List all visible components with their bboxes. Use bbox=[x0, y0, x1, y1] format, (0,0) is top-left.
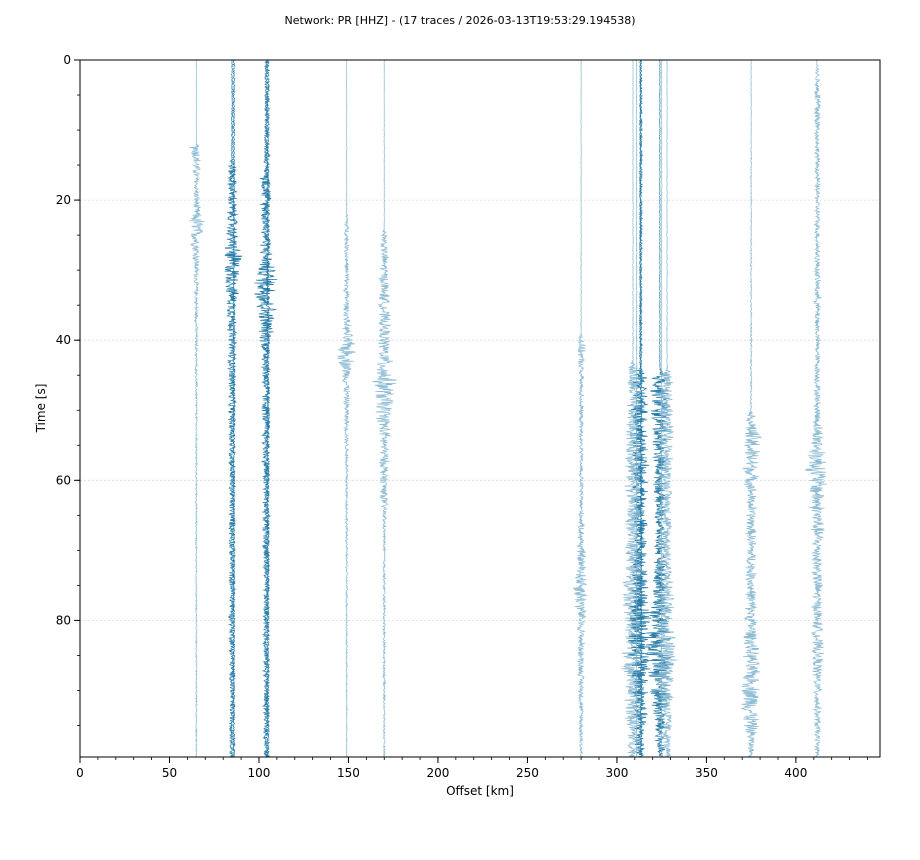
seismic-trace bbox=[635, 59, 638, 758]
y-tick-label: 20 bbox=[56, 193, 71, 207]
seismic-trace bbox=[224, 59, 243, 758]
seismic-trace bbox=[231, 59, 236, 758]
x-tick-label: 300 bbox=[605, 766, 628, 780]
y-axis: 0 20 40 60 80 bbox=[56, 53, 80, 726]
x-axis: 0 50 100 150 200 250 300 350 400 bbox=[76, 757, 868, 780]
x-tick-label: 50 bbox=[162, 766, 177, 780]
seismic-trace bbox=[660, 59, 663, 758]
seismic-trace bbox=[372, 59, 397, 758]
seismic-trace bbox=[265, 59, 272, 758]
seismic-trace bbox=[805, 59, 828, 758]
seismic-trace bbox=[254, 59, 278, 758]
seismic-trace bbox=[656, 59, 678, 758]
x-axis-label: Offset [km] bbox=[446, 784, 514, 798]
y-tick-label: 80 bbox=[56, 613, 71, 627]
chart-title: Network: PR [HHZ] - (17 traces / 2026-03… bbox=[285, 14, 636, 27]
x-tick-label: 150 bbox=[337, 766, 360, 780]
x-tick-label: 400 bbox=[784, 766, 807, 780]
x-tick-label: 200 bbox=[426, 766, 449, 780]
plot-frame bbox=[79, 59, 881, 758]
traces bbox=[189, 59, 828, 758]
y-tick-label: 40 bbox=[56, 333, 71, 347]
seismic-trace bbox=[638, 59, 644, 758]
y-tick-label: 0 bbox=[63, 53, 71, 67]
x-tick-label: 350 bbox=[695, 766, 718, 780]
x-tick-label: 0 bbox=[76, 766, 84, 780]
seismic-trace bbox=[741, 60, 763, 758]
seismic-trace bbox=[337, 59, 356, 758]
seismic-trace bbox=[573, 59, 588, 758]
seismic-trace bbox=[189, 59, 205, 758]
y-axis-label: Time [s] bbox=[34, 384, 48, 434]
x-tick-label: 250 bbox=[516, 766, 539, 780]
grid-lines bbox=[80, 199, 880, 621]
seismic-trace bbox=[627, 59, 652, 758]
y-tick-label: 60 bbox=[56, 473, 71, 487]
x-tick-label: 100 bbox=[248, 766, 271, 780]
